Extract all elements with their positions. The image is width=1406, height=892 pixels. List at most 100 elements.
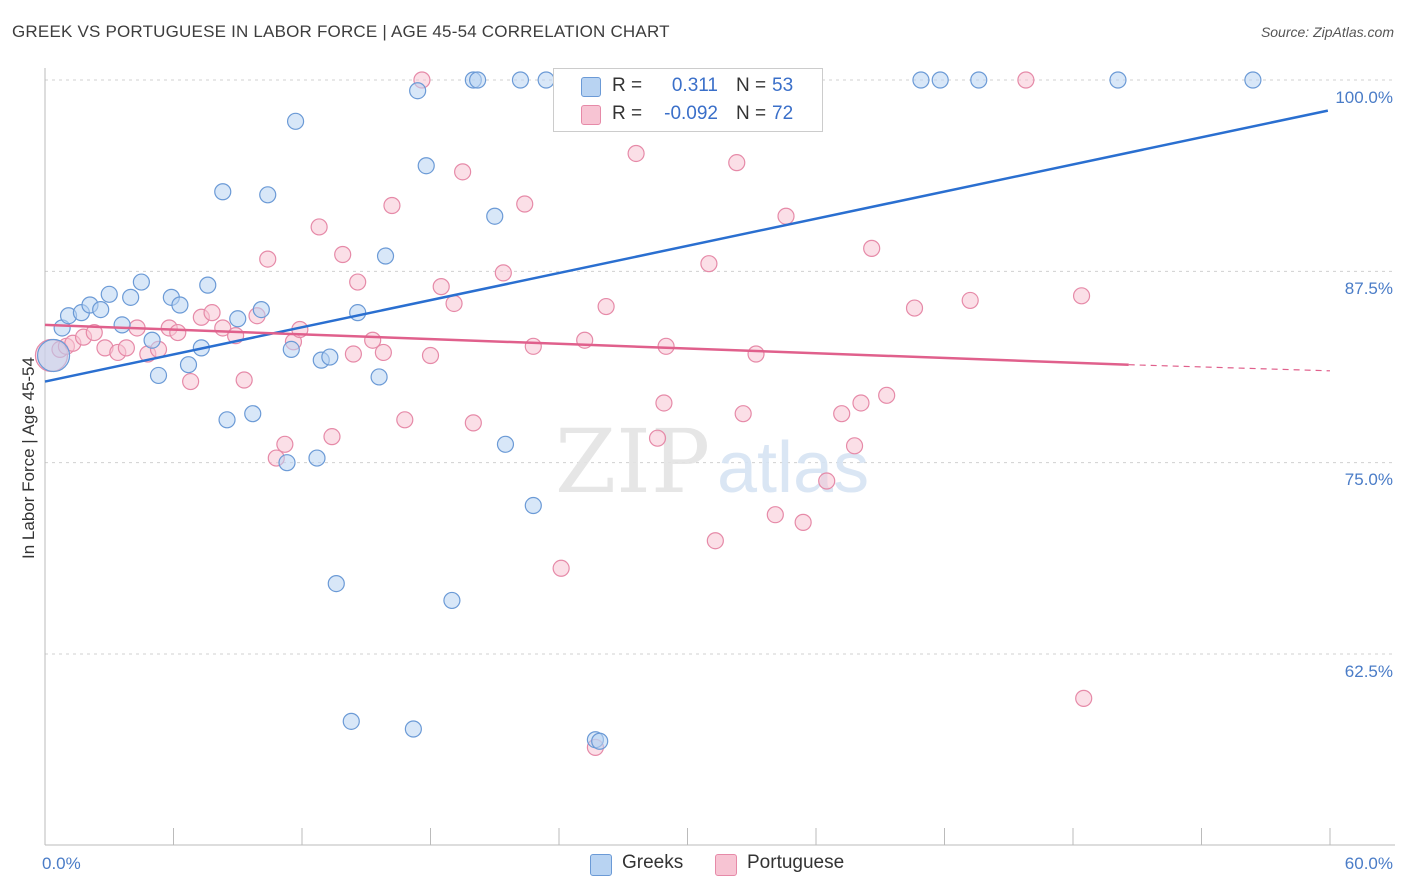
portuguese-point	[524, 337, 542, 355]
series-legend: Greeks Portuguese	[0, 852, 1406, 878]
greeks-point	[252, 301, 270, 319]
greeks-point	[218, 411, 236, 429]
greeks-point	[591, 732, 609, 750]
x-tick-label: 0.0%	[42, 854, 81, 873]
portuguese-point	[259, 250, 277, 268]
y-tick-label: 87.5%	[1345, 279, 1393, 298]
greeks-point	[417, 157, 435, 175]
portuguese-point	[706, 532, 724, 550]
greeks-point	[370, 368, 388, 386]
greeks-point	[912, 71, 930, 89]
chart-source: Source: ZipAtlas.com	[1260, 24, 1394, 40]
greeks-point	[122, 288, 140, 306]
portuguese-point	[597, 297, 615, 316]
r-label: R =	[612, 75, 643, 96]
y-axis-label: In Labor Force | Age 45-54	[19, 357, 38, 559]
portuguese-point	[905, 299, 924, 317]
portuguese-point	[747, 345, 765, 363]
portuguese-point	[627, 144, 645, 163]
portuguese-point	[648, 429, 667, 447]
greeks-point	[286, 112, 305, 130]
portuguese-point	[432, 278, 450, 296]
greeks-point	[282, 340, 300, 358]
portuguese-point	[323, 428, 341, 446]
greeks-point	[970, 71, 988, 89]
watermark-atlas: atlas	[717, 428, 869, 508]
portuguese-trend-extension	[1128, 364, 1331, 372]
portuguese-swatch	[715, 854, 737, 876]
greeks-point	[349, 304, 367, 322]
portuguese-point	[845, 437, 864, 455]
greeks-point	[214, 183, 232, 201]
portuguese-trend-line	[44, 323, 1129, 366]
greeks-point	[443, 591, 461, 610]
y-tick-label: 75.0%	[1345, 470, 1393, 489]
greeks-point	[327, 574, 345, 593]
portuguese-point	[182, 372, 200, 391]
greeks-point	[537, 71, 555, 89]
y-tick-label: 62.5%	[1345, 662, 1393, 681]
portuguese-point	[961, 291, 979, 310]
portuguese-point	[700, 255, 718, 273]
greeks-swatch	[581, 77, 601, 97]
legend-row-portuguese: R = -0.092 N = 72	[554, 101, 822, 129]
portuguese-point	[454, 163, 472, 181]
watermark: ZIP atlas	[555, 410, 869, 513]
greeks-point	[113, 316, 131, 334]
portuguese-point	[464, 414, 482, 432]
portuguese-point	[878, 386, 896, 404]
greeks-point	[1244, 71, 1262, 89]
legend-row-greeks: R = 0.311 N = 53	[554, 73, 822, 101]
greeks-point	[171, 296, 189, 314]
portuguese-point	[117, 339, 135, 357]
portuguese-point	[276, 435, 294, 453]
greeks-point	[179, 356, 198, 374]
greeks-point	[1109, 71, 1127, 89]
greeks-point	[259, 186, 277, 204]
r-value: -0.092	[664, 103, 718, 124]
greeks-points	[36, 71, 1262, 750]
greeks-point	[199, 276, 217, 294]
portuguese-point	[777, 207, 795, 225]
portuguese-point	[85, 323, 103, 342]
portuguese-point	[1072, 287, 1091, 305]
portuguese-point	[734, 405, 752, 423]
n-label: N =	[736, 103, 767, 124]
greeks-point	[92, 301, 110, 319]
portuguese-point	[344, 345, 362, 363]
y-tick-label: 100.0%	[1335, 88, 1393, 107]
trend-lines	[44, 109, 1331, 383]
greeks-label: Greeks	[622, 852, 684, 873]
portuguese-point	[818, 472, 836, 490]
portuguese-point	[349, 273, 367, 291]
greeks-point	[149, 366, 168, 385]
portuguese-point	[310, 218, 328, 236]
watermark-zip: ZIP	[555, 410, 710, 513]
n-value: 72	[772, 103, 794, 124]
portuguese-label: Portuguese	[747, 852, 845, 873]
portuguese-point	[516, 195, 534, 213]
greeks-point	[321, 348, 339, 366]
greeks-point	[100, 285, 118, 303]
greeks-point	[36, 338, 71, 373]
y-tick-labels: 100.0% 87.5% 75.0% 62.5%	[1335, 88, 1393, 681]
n-label: N =	[736, 75, 767, 96]
greeks-point	[469, 71, 487, 89]
portuguese-point	[169, 323, 187, 342]
greeks-point	[376, 247, 395, 265]
x-tick-labels: 0.0% 60.0%	[42, 854, 1393, 873]
greeks-point	[496, 435, 515, 453]
greeks-point	[486, 207, 504, 225]
portuguese-point	[552, 559, 570, 577]
portuguese-point	[445, 294, 463, 313]
r-value: 0.311	[671, 75, 718, 96]
portuguese-point	[421, 346, 440, 365]
portuguese-point	[396, 411, 414, 429]
portuguese-point	[794, 513, 812, 531]
greeks-point	[524, 496, 542, 515]
portuguese-point	[655, 394, 673, 412]
portuguese-point	[494, 264, 512, 282]
greeks-trend-line	[44, 109, 1329, 383]
portuguese-point	[863, 239, 881, 257]
